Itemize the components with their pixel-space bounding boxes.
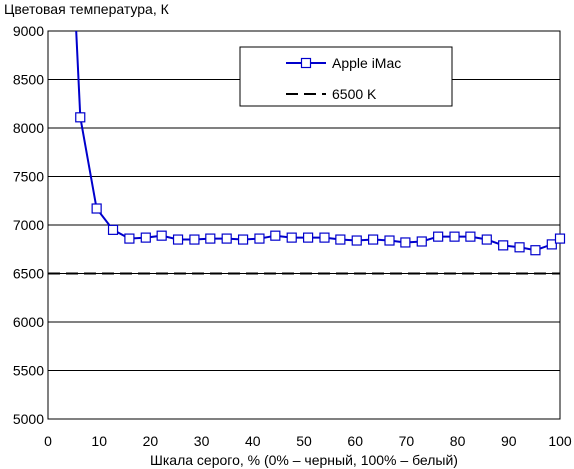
y-tick-label-8000: 8000	[13, 120, 44, 136]
x-tick-labels: 0 10 20 30 40 50 60 70 80 90 100	[44, 433, 572, 449]
x-tick-label-0: 0	[44, 433, 52, 449]
y-tick-label-6500: 6500	[13, 266, 44, 282]
x-axis-label: Шкала серого, % (0% – черный, 100% – бел…	[150, 452, 458, 468]
data-point-apple-imac-21	[416, 236, 427, 247]
data-point-apple-imac-15	[319, 232, 330, 243]
legend-label-6500k: 6500 K	[332, 86, 377, 102]
x-tick-label-70: 70	[399, 433, 415, 449]
data-point-apple-imac-27	[514, 242, 525, 253]
y-tick-label-5500: 5500	[13, 363, 44, 379]
x-tick-label-10: 10	[91, 433, 107, 449]
data-point-apple-imac-17	[351, 235, 362, 246]
data-point-apple-imac-0	[75, 112, 86, 123]
x-tick-label-30: 30	[194, 433, 210, 449]
data-point-apple-imac-29	[546, 239, 557, 250]
data-point-apple-imac-26	[498, 240, 509, 251]
y-tick-label-5000: 5000	[13, 411, 44, 427]
data-point-apple-imac-30	[554, 233, 566, 244]
data-point-apple-imac-1	[91, 203, 102, 214]
x-tick-label-40: 40	[245, 433, 261, 449]
data-point-apple-imac-2	[107, 224, 119, 235]
legend-box	[239, 46, 453, 107]
data-point-apple-imac-6	[172, 234, 184, 245]
data-point-apple-imac-8	[205, 233, 216, 244]
data-point-apple-imac-19	[384, 235, 395, 246]
y-tick-label-6000: 6000	[13, 314, 44, 330]
data-point-apple-imac-20	[400, 237, 411, 248]
data-point-apple-imac-10	[237, 234, 249, 245]
data-point-apple-imac-24	[465, 231, 476, 242]
data-point-apple-imac-18	[368, 234, 379, 245]
data-point-apple-imac-4	[140, 232, 151, 243]
legend-label-apple-imac: Apple iMac	[332, 55, 401, 71]
data-point-apple-imac-28	[530, 245, 541, 256]
x-tick-label-100: 100	[548, 433, 572, 449]
y-tick-label-8500: 8500	[13, 72, 44, 88]
x-tick-label-80: 80	[450, 433, 466, 449]
data-point-apple-imac-7	[189, 234, 200, 245]
data-point-apple-imac-9	[221, 233, 232, 244]
data-point-apple-imac-11	[254, 233, 265, 244]
y-tick-label-7000: 7000	[13, 217, 44, 233]
y-tick-labels: 5000 5500 6000 6500 7000 7500 8000 8500 9000	[13, 23, 44, 427]
legend-marker-apple-imac	[300, 57, 312, 69]
chart-title: Цветовая температура, К	[4, 1, 170, 17]
x-tick-label-60: 60	[347, 433, 363, 449]
plot-area-frame	[47, 30, 561, 420]
data-point-apple-imac-25	[481, 234, 492, 245]
data-point-apple-imac-22	[433, 231, 444, 242]
y-tick-label-9000: 9000	[13, 23, 44, 39]
data-point-apple-imac-14	[302, 232, 314, 243]
x-tick-label-50: 50	[296, 433, 312, 449]
y-tick-label-7500: 7500	[13, 169, 44, 185]
x-tick-label-90: 90	[501, 433, 517, 449]
data-point-apple-imac-13	[286, 232, 297, 243]
legend: Apple iMac 6500 K	[239, 46, 453, 107]
data-point-apple-imac-23	[449, 231, 460, 242]
series-group	[75, 30, 566, 256]
data-point-apple-imac-12	[270, 230, 281, 241]
data-point-apple-imac-16	[335, 234, 346, 245]
data-point-apple-imac-5	[156, 230, 167, 241]
data-point-apple-imac-3	[124, 233, 135, 244]
x-tick-label-20: 20	[143, 433, 159, 449]
